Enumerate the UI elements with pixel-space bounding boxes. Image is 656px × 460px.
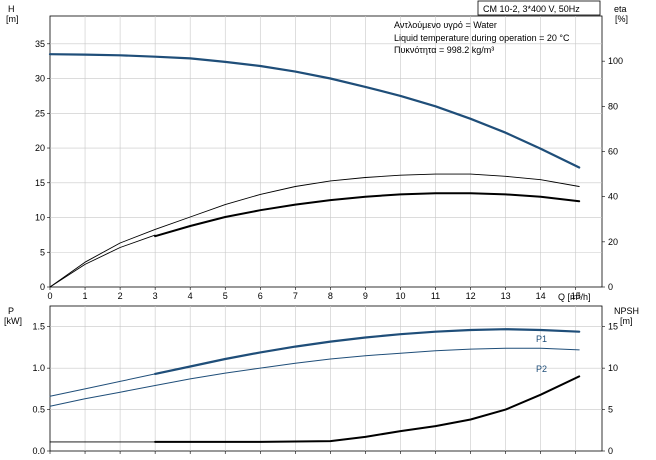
top-y-left-tick-label: 10 bbox=[35, 213, 45, 223]
x-tick-label: 7 bbox=[293, 291, 298, 301]
top-y-left-tick-label: 25 bbox=[35, 108, 45, 118]
bottom-y-right-tick-label: 15 bbox=[608, 322, 618, 332]
top-y-left-tick-label: 30 bbox=[35, 74, 45, 84]
x-axis-label: Q [m³/h] bbox=[558, 292, 591, 302]
x-tick-label: 10 bbox=[395, 291, 405, 301]
y-left-unit-m: [m] bbox=[6, 14, 19, 24]
x-tick-label: 5 bbox=[223, 291, 228, 301]
x-tick-label: 0 bbox=[47, 291, 52, 301]
top-y-right-tick-label: 20 bbox=[608, 237, 618, 247]
y-right-unit-percent: [%] bbox=[615, 14, 628, 24]
annotation-temperature: Liquid temperature during operation = 20… bbox=[394, 33, 570, 43]
x-tick-label: 8 bbox=[328, 291, 333, 301]
x-tick-label: 4 bbox=[188, 291, 193, 301]
bottom-series-line-0 bbox=[154, 328, 581, 375]
series-label-p2: P2 bbox=[536, 364, 547, 374]
bottom-y-right-tick-label: 0 bbox=[608, 446, 613, 456]
bottom-series-line-1 bbox=[49, 373, 156, 397]
top-y-right-tick-label: 0 bbox=[608, 282, 613, 292]
y-left-unit-kw: [kW] bbox=[4, 316, 22, 326]
y-left-label-h: H bbox=[8, 4, 15, 14]
head-efficiency-panel: 0 1 2 3 4 5 6 7 8 9 10 11 12 13 14 15051015202530350204… bbox=[35, 15, 623, 301]
annotation-density: Πυκνότητα = 998.2 kg/m³ bbox=[394, 45, 494, 55]
title-box bbox=[477, 0, 601, 16]
bottom-y-left-tick-label: 0.0 bbox=[32, 446, 45, 456]
bottom-series-line-2 bbox=[49, 347, 580, 407]
bottom-y-left-tick-label: 0.5 bbox=[32, 405, 45, 415]
chart-title: CM 10-2, 3*400 V, 50Hz bbox=[483, 4, 580, 14]
top-y-right-tick-label: 100 bbox=[608, 56, 623, 66]
top-y-left-tick-label: 15 bbox=[35, 178, 45, 188]
top-y-right-tick-label: 40 bbox=[608, 192, 618, 202]
power-npsh-panel: 0.0 0.5 1.0 1.5 0 5 10 15 bbox=[32, 305, 618, 456]
bottom-y-right-tick-label: 10 bbox=[608, 363, 618, 373]
bottom-y-left-tick-label: 1.0 bbox=[32, 363, 45, 373]
top-series-line-2 bbox=[49, 234, 156, 288]
top-series-line-3 bbox=[154, 192, 581, 238]
y-right-label-npsh: NPSH bbox=[614, 306, 639, 316]
top-series-line-1 bbox=[49, 173, 580, 288]
y-right-label-eta: eta bbox=[614, 4, 627, 14]
bottom-y-left-tick-label: 1.5 bbox=[32, 322, 45, 332]
bottom-y-right-tick-label: 5 bbox=[608, 405, 613, 415]
annotation-liquid: Αντλούμενο υγρό = Water bbox=[394, 20, 497, 30]
y-left-label-p: P bbox=[8, 306, 14, 316]
x-tick-label: 11 bbox=[431, 291, 440, 301]
x-tick-label: 15 bbox=[571, 291, 581, 301]
x-tick-label: 3 bbox=[153, 291, 158, 301]
top-series-line-0 bbox=[48, 53, 581, 169]
top-y-left-tick-label: 5 bbox=[40, 247, 45, 257]
bottom-series-line-4 bbox=[154, 375, 581, 443]
top-y-right-tick-label: 80 bbox=[608, 101, 618, 111]
x-tick-label: 12 bbox=[466, 291, 476, 301]
x-tick-label: 6 bbox=[258, 291, 263, 301]
y-right-unit-m: [m] bbox=[620, 316, 633, 326]
x-tick-label: 1 bbox=[83, 291, 88, 301]
top-y-right-tick-label: 60 bbox=[608, 147, 618, 157]
top-plot-frame bbox=[49, 15, 603, 288]
top-y-left-tick-label: 0 bbox=[40, 282, 45, 292]
series-label-p1: P1 bbox=[536, 334, 547, 344]
top-y-left-tick-label: 35 bbox=[35, 39, 45, 49]
x-tick-label: 13 bbox=[501, 291, 511, 301]
x-tick-label: 14 bbox=[536, 291, 546, 301]
x-tick-label: 2 bbox=[118, 291, 123, 301]
top-y-left-tick-label: 20 bbox=[35, 143, 45, 153]
x-tick-label: 9 bbox=[363, 291, 368, 301]
